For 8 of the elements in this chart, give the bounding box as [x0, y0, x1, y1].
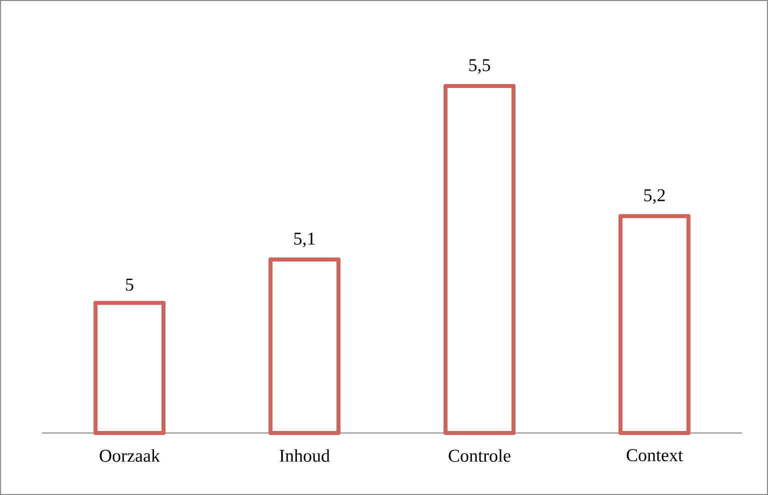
x-tick-label: Inhoud — [280, 449, 330, 462]
x-tick-label: Context — [626, 449, 683, 462]
x-tick-label: Oorzaak — [100, 449, 160, 462]
data-label: 5,2 — [644, 189, 665, 204]
x-tick-label: Controle — [448, 449, 510, 462]
data-label: 5,5 — [469, 59, 490, 74]
data-label: 5 — [126, 278, 134, 291]
data-label: 5,1 — [294, 232, 315, 248]
